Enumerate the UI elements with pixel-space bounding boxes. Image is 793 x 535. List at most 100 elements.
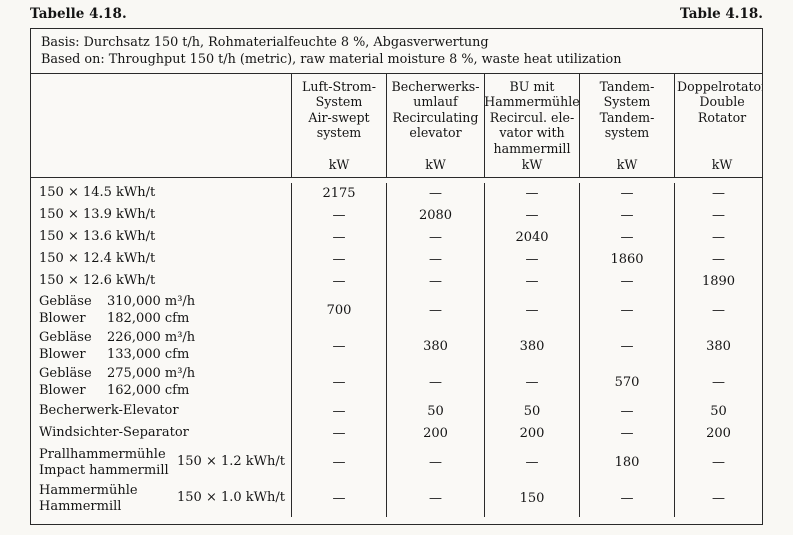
value-cell: — (579, 204, 674, 227)
table-row: 150 × 13.6 kWh/t — — 2040 — — (31, 226, 762, 249)
value-cell: — (291, 248, 386, 271)
value-cell: — (386, 444, 484, 481)
value-cell: 2080 (386, 204, 484, 227)
table-label-de: Tabelle 4.18. (30, 6, 127, 22)
value-cell: — (386, 182, 484, 205)
value-cell: — (386, 270, 484, 293)
value-cell: — (291, 480, 386, 517)
column-header-text: Becherwerks- umlauf Recirculating elevat… (391, 78, 480, 141)
value-cell: — (674, 292, 762, 329)
column-header-airswept: Luft-Strom- System Air-swept system kW (291, 73, 386, 179)
value-cell: — (386, 292, 484, 329)
table-row: Becherwerk-Elevator — 50 50 — 50 (31, 400, 762, 423)
value-cell: — (579, 328, 674, 365)
value-cell: — (579, 292, 674, 329)
column-header-text: Luft-Strom- System Air-swept system (302, 78, 376, 141)
row-label: Prallhammermühle Impact hammermill 150 ×… (39, 447, 285, 478)
row-label: Gebläse 310,000 m³/h Blower 182,000 cfm (39, 293, 196, 326)
table-row: Gebläse 226,000 m³/h Blower 133,000 cfm — … (31, 328, 762, 365)
row-label: Windsichter-Separator (39, 425, 189, 441)
page-header: Tabelle 4.18. Table 4.18. (30, 6, 763, 22)
value-cell: — (291, 328, 386, 365)
data-table: Basis: Durchsatz 150 t/h, Rohmaterialfeu… (30, 28, 763, 525)
table-row: 150 × 12.4 kWh/t — — — 1860 — (31, 248, 762, 271)
column-header-text: Doppelrotator Double Rotator (677, 78, 763, 125)
row-label: Gebläse 275,000 m³/h Blower 162,000 cfm (39, 365, 196, 398)
value-cell: — (674, 204, 762, 227)
value-cell: 380 (386, 328, 484, 365)
header-row: Luft-Strom- System Air-swept system kW B… (31, 73, 763, 179)
value-cell: — (386, 248, 484, 271)
value-cell: — (386, 480, 484, 517)
value-cell: 200 (484, 422, 579, 445)
value-cell: — (291, 270, 386, 293)
value-cell: 150 (484, 480, 579, 517)
value-cell: — (386, 226, 484, 249)
basis-line-de: Basis: Durchsatz 150 t/h, Rohmaterialfeu… (41, 35, 489, 50)
value-cell: 1860 (579, 248, 674, 271)
value-cell: — (484, 364, 579, 401)
table-row: Gebläse 310,000 m³/h Blower 182,000 cfm 70… (31, 292, 762, 329)
value-cell: 50 (674, 400, 762, 423)
value-cell: 380 (674, 328, 762, 365)
basis-line-en: Based on: Throughput 150 t/h (metric), r… (41, 52, 622, 68)
table-row: 150 × 12.6 kWh/t — — — — 1890 (31, 270, 762, 293)
row-label: 150 × 13.9 kWh/t (39, 207, 156, 223)
value-cell: — (484, 292, 579, 329)
value-cell: — (674, 248, 762, 271)
row-label: 150 × 12.4 kWh/t (39, 251, 156, 267)
column-header-bu-hammermill: BU mit Hammermühle Recircul. ele- vator … (484, 73, 580, 179)
table-row: Windsichter-Separator — 200 200 — 200 (31, 422, 762, 445)
value-cell: 50 (386, 400, 484, 423)
value-cell: — (484, 444, 579, 481)
value-cell: — (484, 270, 579, 293)
value-cell: — (291, 422, 386, 445)
value-cell: — (484, 204, 579, 227)
table-row: 150 × 14.5 kWh/t 2175 — — — — (31, 182, 762, 205)
value-cell: — (291, 400, 386, 423)
value-cell: — (484, 248, 579, 271)
table-label-en: Table 4.18. (680, 6, 763, 22)
row-label: Hammermühle Hammermill 150 × 1.0 kWh/t (39, 483, 285, 514)
value-cell: 1890 (674, 270, 762, 293)
table-row: Hammermühle Hammermill 150 × 1.0 kWh/t —… (31, 480, 762, 517)
row-label: Gebläse 226,000 m³/h Blower 133,000 cfm (39, 329, 196, 362)
value-cell: — (674, 226, 762, 249)
value-cell: 180 (579, 444, 674, 481)
unit-label: kW (616, 156, 638, 172)
value-cell: 2175 (291, 182, 386, 205)
value-cell: 2040 (484, 226, 579, 249)
basis-header: Basis: Durchsatz 150 t/h, Rohmaterialfeu… (31, 29, 762, 74)
value-cell: — (674, 444, 762, 481)
table-row: 150 × 13.9 kWh/t — 2080 — — — (31, 204, 762, 227)
row-label: 150 × 14.5 kWh/t (39, 185, 156, 201)
value-cell: 700 (291, 292, 386, 329)
row-label-column-spacer (31, 74, 291, 179)
value-cell: — (674, 182, 762, 205)
row-label: 150 × 13.6 kWh/t (39, 229, 156, 245)
unit-label: kW (328, 156, 350, 172)
column-header-text: Tandem-System Tandem-system (599, 78, 655, 141)
value-cell: 380 (484, 328, 579, 365)
value-cell: — (291, 364, 386, 401)
column-header-text: BU mit Hammermühle Recircul. ele- vator … (484, 78, 580, 156)
table-row: Gebläse 275,000 m³/h Blower 162,000 cfm — … (31, 364, 762, 401)
row-label: 150 × 12.6 kWh/t (39, 273, 156, 289)
value-cell: — (579, 400, 674, 423)
unit-label: kW (711, 156, 733, 172)
value-cell: — (674, 480, 762, 517)
value-cell: — (291, 204, 386, 227)
value-cell: — (579, 480, 674, 517)
column-header-tandem: Tandem-System Tandem-system kW (579, 73, 674, 179)
value-cell: — (579, 182, 674, 205)
value-cell: — (291, 226, 386, 249)
table-row: Prallhammermühle Impact hammermill 150 ×… (31, 444, 762, 481)
unit-label: kW (521, 156, 543, 172)
value-cell: — (291, 444, 386, 481)
value-cell: — (579, 270, 674, 293)
value-cell: — (674, 364, 762, 401)
table-body: 150 × 14.5 kWh/t 2175 — — — — 150 × 13.9… (31, 178, 762, 517)
value-cell: 200 (386, 422, 484, 445)
value-cell: — (484, 182, 579, 205)
unit-label: kW (425, 156, 446, 172)
